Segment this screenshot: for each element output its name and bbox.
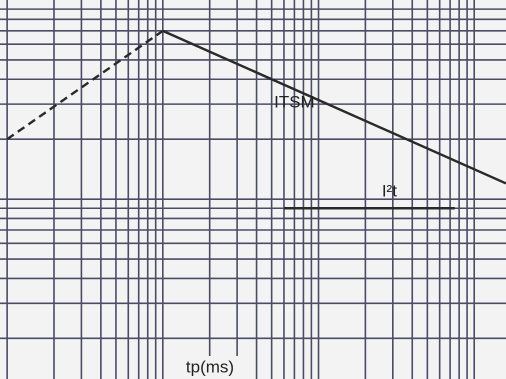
lines: ITSM I²t bbox=[6, 29, 506, 210]
x-axis-label: tp(ms) bbox=[186, 357, 234, 376]
label-backdrop bbox=[165, 356, 255, 379]
line bbox=[162, 29, 506, 185]
line bbox=[6, 29, 164, 141]
series-label: ITSM bbox=[274, 93, 315, 112]
series-label: I²t bbox=[382, 182, 397, 201]
